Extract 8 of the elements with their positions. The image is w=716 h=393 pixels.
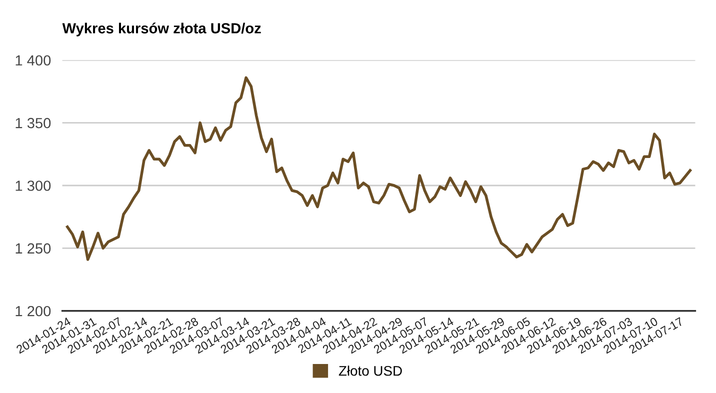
y-tick-label: 1 400 — [16, 55, 51, 66]
y-tick-label: 1 250 — [16, 243, 51, 254]
y-tick-label: 1 350 — [16, 118, 51, 128]
line-series — [66, 76, 692, 261]
y-tick-label: 1 200 — [16, 306, 51, 316]
y-tick-label: 1 300 — [16, 180, 51, 191]
chart-title: Wykres kursów złota USD/oz — [62, 22, 261, 36]
legend-label: Złoto USD — [338, 366, 402, 376]
